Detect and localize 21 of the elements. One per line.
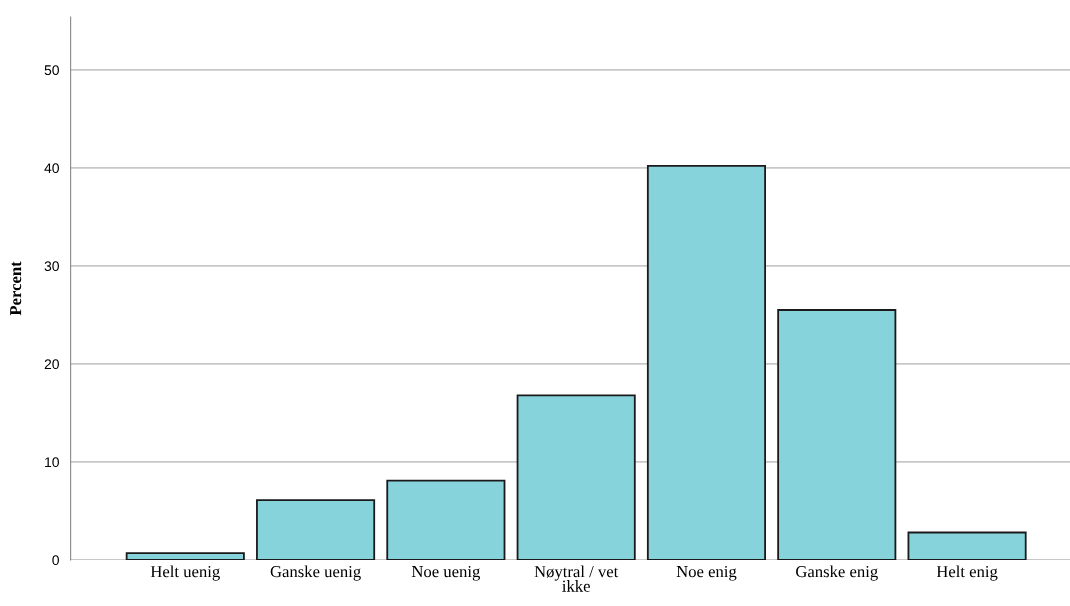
y-tick-label: 30 xyxy=(44,261,59,272)
y-tick-label: 50 xyxy=(44,65,59,76)
x-tick-label: Helt enig xyxy=(936,565,998,581)
x-tick-label: Helt uenig xyxy=(150,565,220,581)
x-tick-label: Noe uenig xyxy=(411,565,481,581)
bar xyxy=(646,165,767,560)
y-tick-label: 10 xyxy=(45,457,59,468)
bar xyxy=(125,552,245,560)
x-tick-label: Noe enig xyxy=(676,565,737,581)
x-tick-label: Nøytral / vet ikke xyxy=(534,565,619,592)
bar xyxy=(777,309,897,560)
x-tick-label: Ganske enig xyxy=(796,565,878,581)
bar xyxy=(907,531,1027,560)
bar xyxy=(386,479,506,560)
bar xyxy=(256,499,376,560)
x-tick-label: Ganske uenig xyxy=(270,565,361,581)
y-tick-label: 0 xyxy=(52,555,59,566)
y-tick-label: 20 xyxy=(44,359,59,370)
bar xyxy=(516,394,636,560)
y-axis-title: Percent xyxy=(10,261,22,316)
y-tick-label: 40 xyxy=(44,163,59,174)
